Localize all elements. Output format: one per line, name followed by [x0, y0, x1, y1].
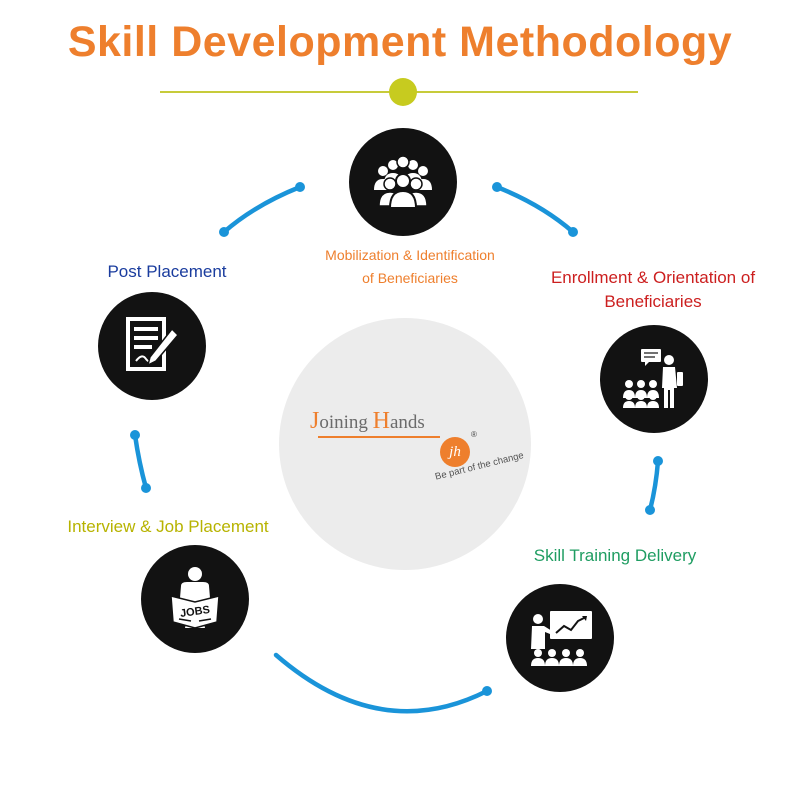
logo-registered-mark: ® — [471, 430, 477, 439]
arc-post-to-mobilization — [221, 184, 303, 235]
arc-dot — [653, 456, 663, 466]
arc-skill-to-interview — [273, 652, 490, 714]
arc-dot — [645, 505, 655, 515]
label-mobilization: Mobilization & Identification of Benefic… — [300, 244, 520, 290]
label-post-placement: Post Placement — [107, 262, 227, 281]
label-mobilization-line1: Mobilization & Identification — [325, 247, 495, 263]
arc-dot — [130, 430, 140, 440]
logo-badge: jh — [440, 437, 470, 467]
node-interview: JOBS — [141, 545, 249, 653]
svg-text:JOBS: JOBS — [179, 604, 210, 620]
group-icon — [374, 155, 432, 209]
label-enrollment: Enrollment & Orientation of Beneficiarie… — [530, 266, 776, 314]
arc-dot — [492, 182, 502, 192]
node-skill-training — [506, 584, 614, 692]
label-skill-training: Skill Training Delivery — [533, 546, 697, 565]
arc-interview-to-post — [132, 432, 149, 491]
page-title: Skill Development Methodology — [67, 18, 733, 66]
label-interview: Interview & Job Placement — [67, 517, 269, 536]
arc-dot — [219, 227, 229, 237]
arc-dot — [568, 227, 578, 237]
label-mobilization-line2: of Beneficiaries — [362, 270, 458, 286]
node-mobilization — [349, 128, 457, 236]
arc-dot — [295, 182, 305, 192]
document-pen-icon — [126, 317, 180, 371]
arc-enrollment-to-skill — [647, 458, 661, 513]
arc-mobilization-to-enrollment — [494, 184, 576, 235]
label-enrollment-line1: Enrollment & Orientation of — [550, 268, 756, 287]
arc-dot — [141, 483, 151, 493]
divider-dot — [389, 78, 417, 106]
node-post-placement — [98, 292, 206, 400]
label-enrollment-line2: Beneficiaries — [604, 292, 702, 311]
training-board-icon — [531, 611, 592, 666]
presentation-icon — [623, 349, 683, 408]
logo-wordmark: Joining Hands — [310, 408, 425, 434]
node-enrollment — [600, 325, 708, 433]
jobs-newspaper-icon: JOBS — [170, 567, 220, 629]
logo-underline — [318, 436, 440, 438]
arc-dot — [482, 686, 492, 696]
center-logo-circle — [279, 318, 531, 570]
